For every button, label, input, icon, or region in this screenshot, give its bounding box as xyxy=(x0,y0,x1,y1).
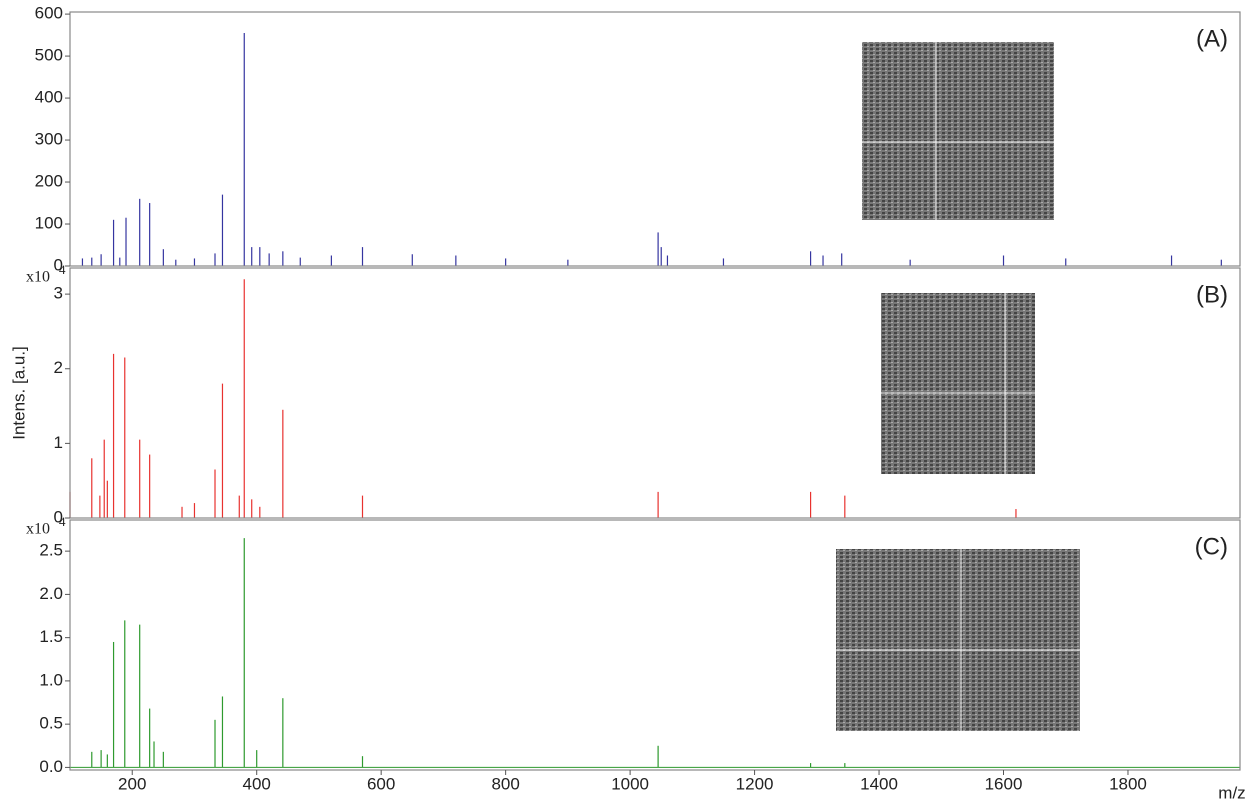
panel-label: (B) xyxy=(1196,281,1228,308)
panel-frame xyxy=(69,519,1241,771)
y-tick-label: 2.0 xyxy=(39,584,63,603)
y-tick-label: 0.0 xyxy=(39,757,63,776)
scale-label: x10 xyxy=(26,269,50,286)
x-tick-label: 800 xyxy=(491,774,519,793)
y-tick-label: 100 xyxy=(35,214,63,233)
y-tick-label: 3 xyxy=(54,284,63,303)
y-tick-label: 2.5 xyxy=(39,541,63,560)
y-axis-label: Intens. [a.u.] xyxy=(9,346,28,440)
y-tick-label: 0 xyxy=(54,255,63,274)
y-tick-label: 1 xyxy=(54,433,63,452)
panel-frame xyxy=(69,11,1241,267)
x-tick-label: 400 xyxy=(243,774,271,793)
panel-label: (C) xyxy=(1195,533,1228,560)
panel: 0 100 200 300 400 500 600 (A) xyxy=(35,4,1241,274)
scale-label: x10 xyxy=(26,521,50,538)
y-tick-label: 1.5 xyxy=(39,627,63,646)
x-tick-label: 1600 xyxy=(985,774,1023,793)
y-tick-label: 200 xyxy=(35,172,63,191)
inset-image-b xyxy=(881,293,1035,474)
inset-image-a xyxy=(862,42,1054,220)
y-tick-label: 300 xyxy=(35,130,63,149)
y-tick-label: 400 xyxy=(35,88,63,107)
x-tick-label: 600 xyxy=(367,774,395,793)
scale-exponent: 4 xyxy=(59,514,66,529)
panel: 0 1 2 3 (B) x10 4 Intens. [a.u.] xyxy=(9,262,1241,526)
y-tick-label: 600 xyxy=(35,4,63,23)
panel-frame xyxy=(69,267,1241,519)
x-tick-label: 1200 xyxy=(736,774,774,793)
x-tick-label: 200 xyxy=(118,774,146,793)
y-tick-label: 0.5 xyxy=(39,714,63,733)
y-tick-label: 0 xyxy=(54,507,63,526)
x-tick-label: 1000 xyxy=(611,774,649,793)
y-tick-label: 500 xyxy=(35,46,63,65)
scale-exponent: 4 xyxy=(59,262,66,277)
x-tick-label: 1800 xyxy=(1109,774,1147,793)
x-axis-label: m/z xyxy=(1218,783,1245,802)
y-tick-label: 1.0 xyxy=(39,670,63,689)
panel: 0.0 0.5 1.0 1.5 2.0 2.5 (C) x10 4 200 400 600 800 100… xyxy=(26,514,1246,803)
x-tick-label: 1400 xyxy=(860,774,898,793)
inset-image-c xyxy=(836,549,1080,731)
y-tick-label: 2 xyxy=(54,358,63,377)
panel-label: (A) xyxy=(1196,25,1228,52)
